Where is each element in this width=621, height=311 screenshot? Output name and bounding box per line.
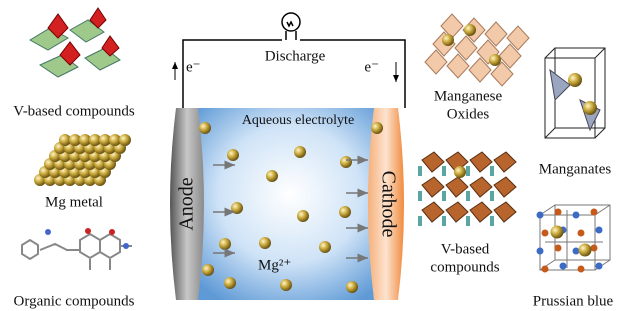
polyhedron [422, 152, 444, 172]
node [537, 212, 544, 219]
electron-label: e⁻ [186, 59, 201, 75]
pillar [418, 166, 422, 176]
polyhedron [494, 177, 516, 197]
atom [119, 134, 131, 146]
ion [346, 281, 358, 293]
material-label: Oxides [447, 106, 490, 122]
manganese-oxide-structure [425, 14, 529, 86]
material-label: V-based compounds [13, 103, 135, 119]
pillar [490, 191, 494, 201]
node [578, 266, 585, 273]
node [560, 263, 567, 270]
ion [199, 122, 211, 134]
pillar [442, 191, 446, 201]
atom [442, 34, 454, 46]
prussian-blue-structure [537, 205, 611, 273]
node [573, 248, 580, 255]
mg-metal-structure [34, 134, 131, 186]
material-label: Mg metal [45, 194, 103, 210]
atom [579, 244, 592, 257]
node [542, 266, 549, 273]
node [591, 209, 598, 216]
node [596, 227, 603, 234]
node [591, 245, 598, 252]
polyhedron [494, 202, 516, 222]
polyhedron [470, 177, 492, 197]
material-label: Prussian blue [533, 293, 614, 309]
polyhedron [494, 152, 516, 172]
material-label: Organic compounds [14, 293, 135, 309]
ion [259, 237, 271, 249]
electrolyte-label: Aqueous electrolyte [242, 113, 354, 128]
pillar [418, 216, 422, 226]
electron-label: e⁻ [364, 59, 379, 75]
material-label: Manganese [434, 88, 503, 104]
v-based-cathode-structure [418, 152, 516, 226]
node [596, 263, 603, 270]
ion [294, 146, 306, 158]
page: {"left_materials":[{"label":"V-based com… [0, 0, 621, 311]
material-label: Manganates [539, 161, 612, 177]
atom [551, 226, 564, 239]
pillar [466, 166, 470, 176]
ion [340, 156, 352, 168]
ion [266, 170, 278, 182]
circuit-label: Discharge [265, 48, 326, 64]
diagram: Discharge e⁻ e⁻ Aqueous electrolyte Anod… [0, 0, 621, 311]
node [555, 209, 562, 216]
material-label: V-based [441, 241, 490, 257]
v-based-structure [30, 8, 120, 77]
node [578, 230, 585, 237]
ion [224, 277, 236, 289]
ion [339, 206, 351, 218]
node [537, 248, 544, 255]
node [573, 212, 580, 219]
ion [280, 279, 292, 291]
pillar [466, 216, 470, 226]
polyhedron [446, 177, 468, 197]
pillar [442, 166, 446, 176]
polyhedron [446, 202, 468, 222]
atom [454, 166, 466, 178]
atom [464, 24, 476, 36]
ion [297, 210, 309, 222]
cathode-label: Cathode [377, 171, 399, 238]
organic-structure [22, 228, 132, 270]
ion [319, 241, 331, 253]
atom [489, 54, 501, 66]
manganate-structure [545, 48, 605, 138]
anode-label: Anode [176, 177, 198, 230]
pillar [442, 216, 446, 226]
ion [202, 264, 214, 276]
pillar [490, 166, 494, 176]
polyhedron [422, 202, 444, 222]
ion [219, 238, 231, 250]
pillar [490, 216, 494, 226]
ion-label: Mg²⁺ [258, 257, 291, 273]
polyhedron [470, 202, 492, 222]
pillar [466, 191, 470, 201]
ion [371, 122, 383, 134]
ion [227, 149, 239, 161]
pillar [418, 191, 422, 201]
node [542, 230, 549, 237]
node [555, 245, 562, 252]
polyhedron [422, 177, 444, 197]
polyhedron [470, 152, 492, 172]
material-label: compounds [430, 259, 499, 275]
